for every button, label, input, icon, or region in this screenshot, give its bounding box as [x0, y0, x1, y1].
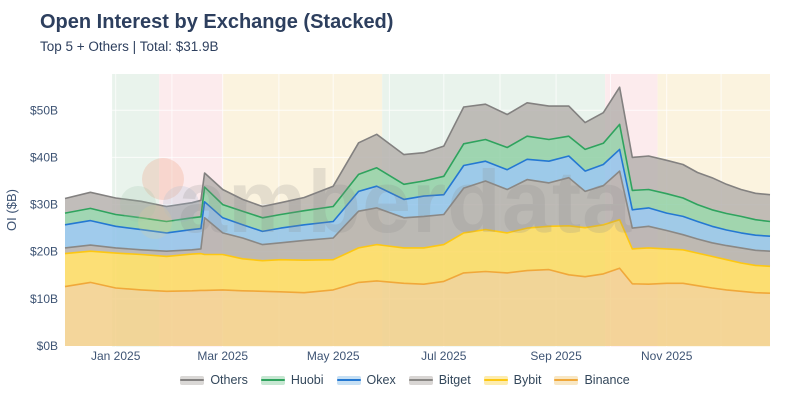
chart-title: Open Interest by Exchange (Stacked) [40, 11, 394, 33]
legend-label: Okex [366, 373, 396, 387]
legend-item-others[interactable]: Others [180, 373, 248, 387]
legend: Others Huobi Okex Bitget Bybit Binance [0, 373, 810, 387]
legend-label: Bitget [438, 373, 471, 387]
legend-swatch [408, 375, 433, 385]
x-tick-label: Nov 2025 [641, 349, 693, 363]
y-tick-label: $40B [30, 150, 58, 164]
series-huobi-area [65, 124, 770, 237]
x-tick-label: Sep 2025 [530, 349, 582, 363]
y-tick-label: $20B [30, 245, 58, 259]
y-tick-label: $0B [37, 339, 58, 353]
legend-swatch [483, 375, 508, 385]
x-tick-label: May 2025 [307, 349, 360, 363]
legend-item-okex[interactable]: Okex [336, 373, 396, 387]
legend-label: Huobi [290, 373, 324, 387]
legend-swatch [260, 375, 285, 385]
legend-label: Bybit [513, 373, 542, 387]
legend-item-bybit[interactable]: Bybit [483, 373, 542, 387]
x-tick-label: Jan 2025 [91, 349, 141, 363]
series-okex-line [64, 148, 771, 237]
series-bybit-line [64, 218, 771, 268]
legend-swatch [336, 375, 361, 385]
x-tick-label: Mar 2025 [197, 349, 248, 363]
series-huobi-line [64, 123, 771, 223]
y-tick-label: $50B [30, 103, 58, 117]
series-others-area [65, 87, 770, 222]
series-others-line [64, 86, 771, 208]
legend-swatch [180, 375, 205, 385]
series-bitget-area [65, 171, 770, 267]
legend-item-bitget[interactable]: Bitget [408, 373, 471, 387]
legend-item-binance[interactable]: Binance [554, 373, 630, 387]
legend-item-huobi[interactable]: Huobi [260, 373, 324, 387]
legend-label: Binance [584, 373, 630, 387]
chart-subtitle: Top 5 + Others | Total: $31.9B [40, 39, 219, 54]
x-tick-label: Jul 2025 [421, 349, 467, 363]
legend-label: Others [210, 373, 248, 387]
y-tick-label: $10B [30, 292, 58, 306]
y-tick-label: $30B [30, 198, 58, 212]
series-okex-area [65, 149, 770, 252]
series-bitget-line [64, 170, 771, 252]
y-axis-title: OI ($B) [4, 189, 19, 231]
legend-swatch [554, 375, 579, 385]
series-binance-line [64, 267, 771, 294]
series-binance-area [65, 268, 770, 346]
